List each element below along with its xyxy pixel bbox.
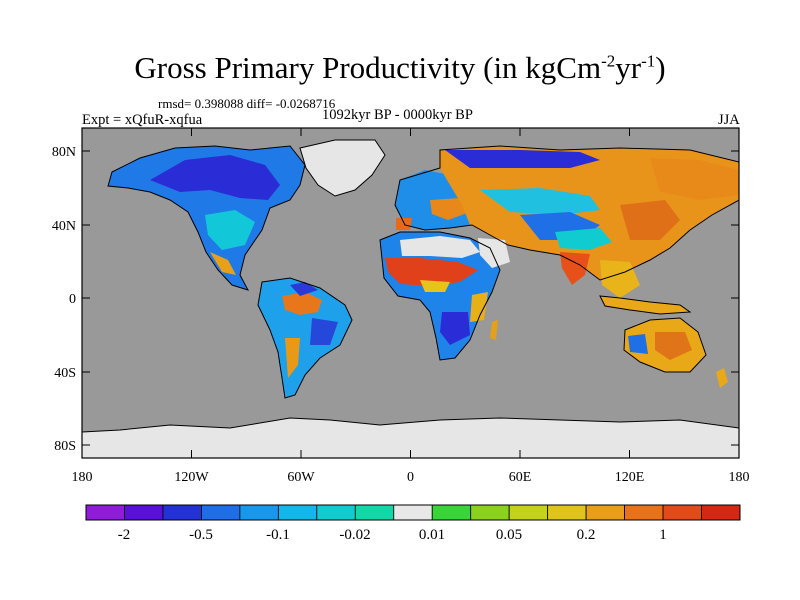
colorbar-swatch [201, 505, 239, 520]
lon-label: 60W [287, 470, 315, 485]
lat-labels: 80N 40N 0 40S 80S [52, 145, 76, 454]
lon-labels: 180 120W 60W 0 60E 120E 180 [72, 470, 750, 485]
lat-label: 0 [69, 292, 76, 307]
colorbar-label: -2 [118, 527, 131, 543]
colorbar-swatch [86, 505, 124, 520]
colorbar-swatch [163, 505, 201, 520]
lon-label: 0 [407, 470, 414, 485]
lon-label: 120E [615, 470, 645, 485]
colorbar-swatch [355, 505, 393, 520]
colorbar-label: 0.05 [496, 527, 522, 543]
colorbar-swatch [471, 505, 509, 520]
colorbar-label: -0.02 [339, 527, 370, 543]
lat-label: 40N [52, 219, 76, 234]
colorbar-label: 1 [659, 527, 667, 543]
australia-west-blue [628, 334, 648, 354]
colorbar-swatch [317, 505, 355, 520]
colorbar-swatch [432, 505, 470, 520]
colorbar-swatch [702, 505, 740, 520]
lon-label: 60E [509, 470, 532, 485]
colorbar-swatch [124, 505, 162, 520]
west-africa-yellow [420, 280, 450, 292]
lon-label: 180 [72, 470, 93, 485]
colorbar-swatch [586, 505, 624, 520]
lon-label: 120W [174, 470, 209, 485]
lat-label: 80N [52, 145, 76, 160]
colorbar-label: 0.2 [577, 527, 596, 543]
colorbar-swatch [394, 505, 432, 520]
colorbar-label: 0.01 [419, 527, 445, 543]
lat-label: 80S [54, 439, 76, 454]
colorbar-swatch [509, 505, 547, 520]
colorbar-labels: -2 -0.5 -0.1 -0.02 0.01 0.05 0.2 1 [118, 527, 667, 543]
colorbar-label: -0.1 [266, 527, 290, 543]
colorbar-swatch [278, 505, 316, 520]
colorbar-label: -0.5 [189, 527, 213, 543]
colorbar-swatch [240, 505, 278, 520]
arctic-asia-decrease [445, 150, 600, 168]
colorbar [86, 505, 740, 520]
lat-label: 40S [54, 366, 76, 381]
colorbar-swatch [663, 505, 701, 520]
map-figure: 80N 40N 0 40S 80S 180 120W 60W 0 60E 120… [0, 0, 800, 600]
lon-label: 180 [729, 470, 750, 485]
colorbar-swatch [625, 505, 663, 520]
colorbar-swatch [548, 505, 586, 520]
